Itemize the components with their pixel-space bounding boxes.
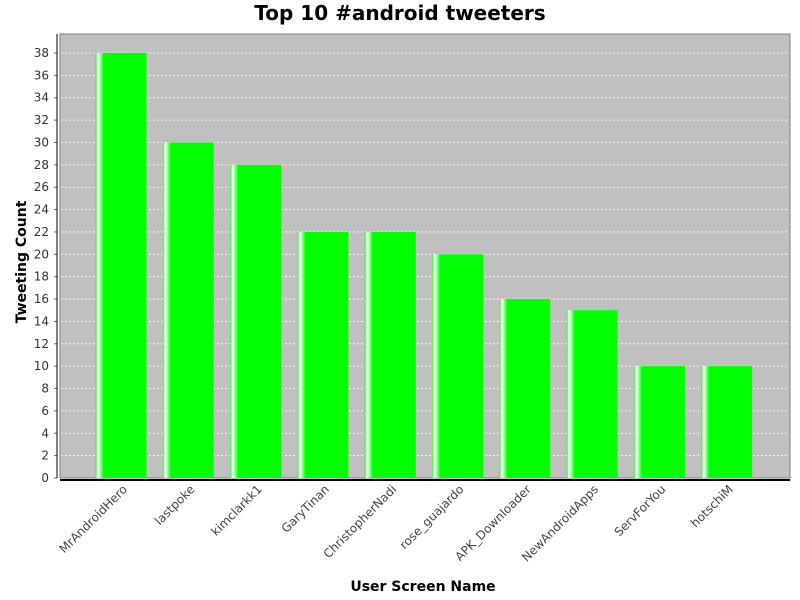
bar-hotschiM bbox=[701, 366, 753, 478]
x-category-label: ChristopherNadi bbox=[321, 482, 400, 561]
y-tick-label: 12 bbox=[34, 337, 49, 351]
x-category-label: lastpoke bbox=[152, 482, 198, 528]
y-tick-label: 0 bbox=[41, 471, 49, 485]
y-tick-label: 24 bbox=[34, 203, 49, 217]
y-tick-label: 18 bbox=[34, 270, 49, 284]
bar-MrAndroidHero bbox=[95, 53, 147, 478]
x-axis-label: User Screen Name bbox=[350, 579, 495, 595]
y-tick-label: 30 bbox=[34, 135, 49, 149]
bar-ServForYou bbox=[633, 366, 685, 478]
bar-lastpoke bbox=[162, 142, 214, 478]
x-category-label: kimclarkk1 bbox=[208, 482, 264, 538]
bar-APK_Downloader bbox=[499, 299, 551, 478]
y-tick-label: 36 bbox=[34, 68, 49, 82]
chart-title: Top 10 #android tweeters bbox=[254, 1, 545, 25]
y-tick-label: 14 bbox=[34, 314, 49, 328]
bar-NewAndroidApps bbox=[566, 310, 618, 478]
y-tick-label: 34 bbox=[34, 91, 49, 105]
y-tick-label: 20 bbox=[34, 247, 49, 261]
y-tick-label: 8 bbox=[41, 382, 49, 396]
bar-ChristopherNadi bbox=[364, 231, 416, 478]
x-category-label: MrAndroidHero bbox=[57, 482, 131, 556]
bar-GaryTinan bbox=[297, 231, 349, 478]
bar-rose_guajardo bbox=[432, 254, 483, 478]
y-tick-label: 4 bbox=[41, 426, 49, 440]
y-axis-label: Tweeting Count bbox=[14, 200, 30, 323]
x-axis-categories: MrAndroidHero lastpoke kimclarkk1 GaryTinan… bbox=[57, 482, 736, 564]
y-tick-label: 28 bbox=[34, 158, 49, 172]
y-tick-label: 10 bbox=[34, 359, 49, 373]
y-tick-label: 6 bbox=[41, 404, 49, 418]
y-tick-label: 2 bbox=[41, 449, 49, 463]
bars bbox=[95, 53, 753, 478]
x-category-label: rose_guajardo bbox=[397, 482, 467, 552]
x-category-label: hotschiM bbox=[688, 482, 736, 530]
y-tick-label: 32 bbox=[34, 113, 49, 127]
x-category-label: GaryTinan bbox=[279, 482, 332, 535]
y-tick-label: 16 bbox=[34, 292, 49, 306]
y-tick-label: 38 bbox=[34, 46, 49, 60]
y-tick-label: 26 bbox=[34, 180, 49, 194]
x-category-label: ServForYou bbox=[612, 482, 669, 539]
bar-kimclarkk1 bbox=[230, 164, 282, 478]
y-tick-label: 22 bbox=[34, 225, 49, 239]
